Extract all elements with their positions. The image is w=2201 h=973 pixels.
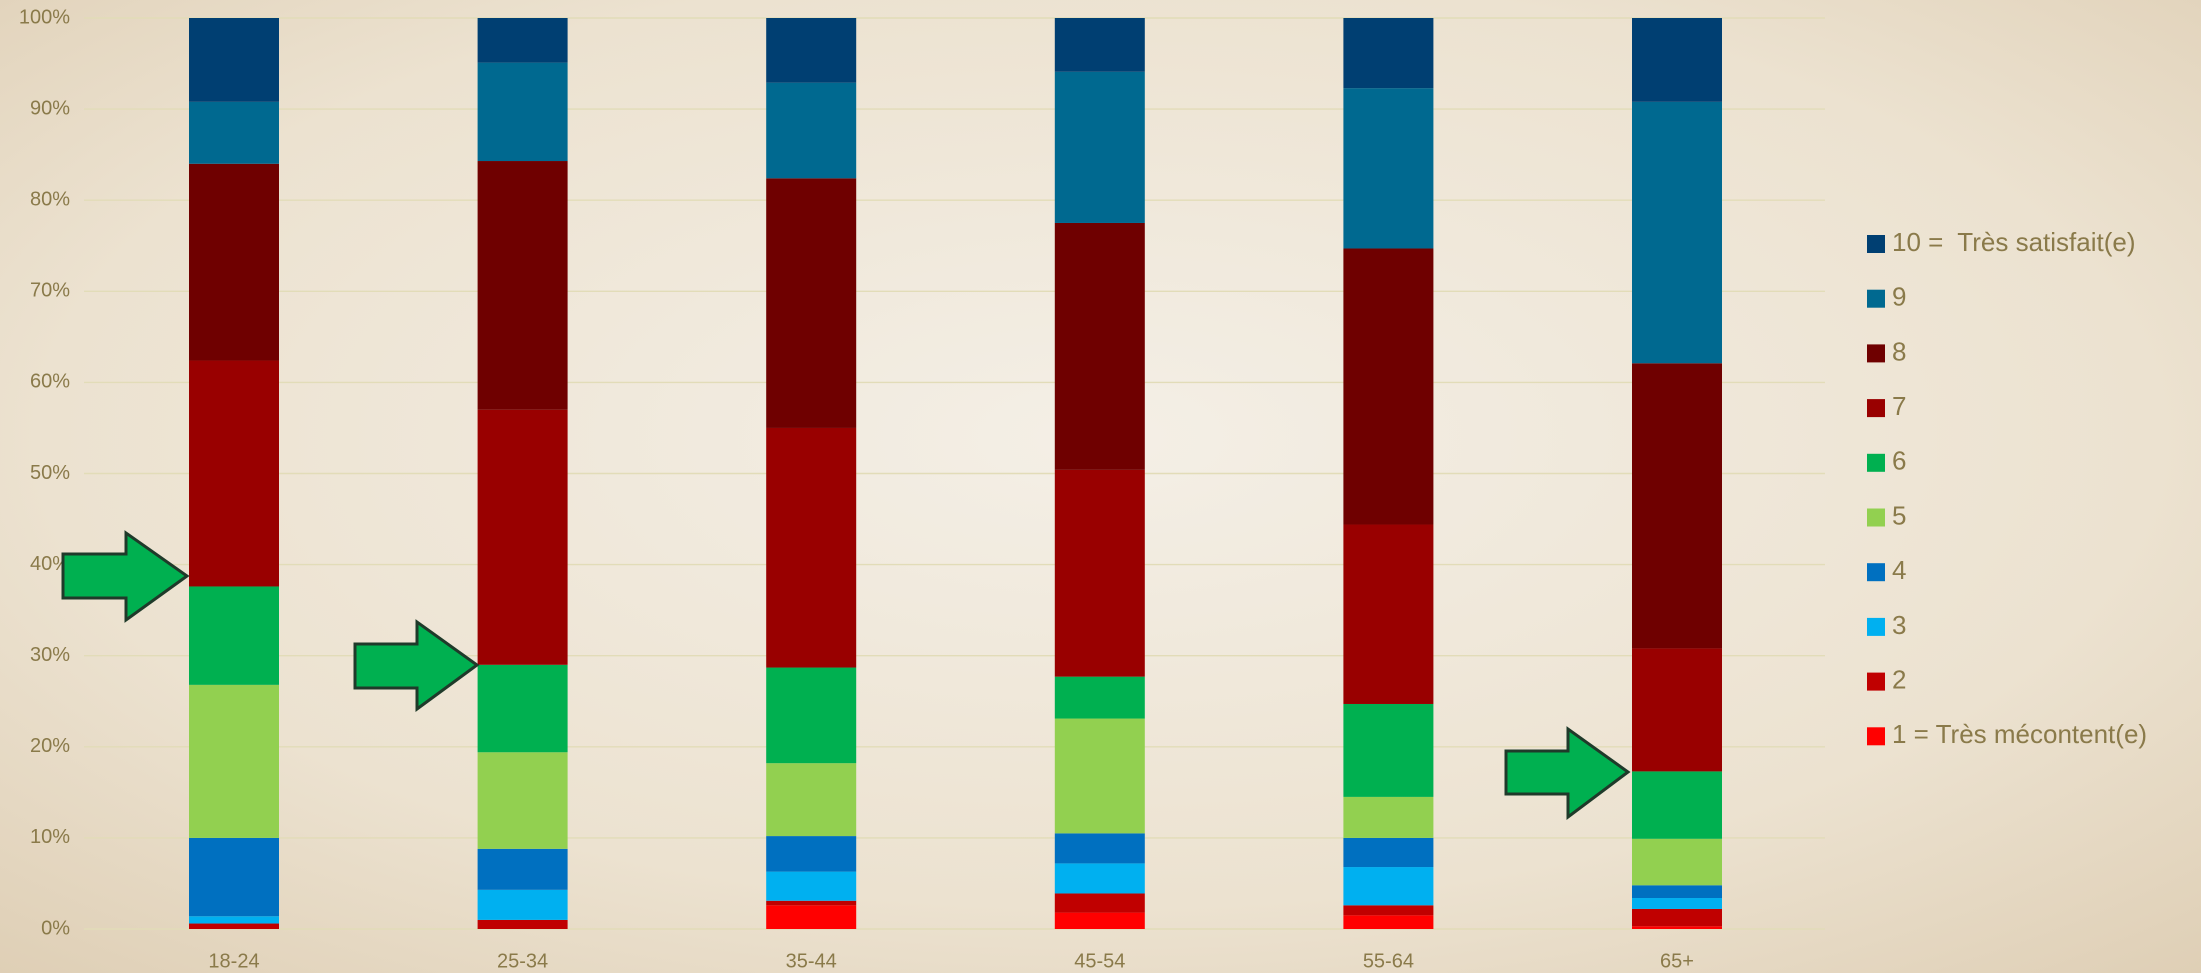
bar-segment [1343,248,1433,524]
bar-segment [1632,363,1722,648]
bar-segment [1343,525,1433,704]
y-tick-label: 50% [30,462,70,484]
bar-segment [1055,719,1145,834]
y-tick-label: 0% [41,917,70,939]
bar-segment [766,872,856,901]
legend-swatch [1867,290,1885,308]
bar-segment [1632,18,1722,102]
bar-segment [478,665,568,752]
y-tick-label: 60% [30,371,70,393]
y-tick-label: 30% [30,644,70,666]
x-tick-label: 35-44 [786,950,837,972]
bar-segment [1343,838,1433,867]
bar-segment [1055,470,1145,677]
bar-segment [478,920,568,929]
bar-segment [766,83,856,179]
bar-segment [478,63,568,161]
bar-segment [1343,915,1433,929]
x-tick-label: 55-64 [1363,950,1414,972]
bar-segment [189,838,279,916]
bar-segment [189,924,279,929]
legend-swatch [1867,673,1885,691]
legend-label: 8 [1892,336,1906,366]
bar-segment [1632,885,1722,898]
legend-swatch [1867,727,1885,745]
bar-segment [1632,909,1722,926]
bar-segment [1632,648,1722,771]
x-tick-label: 18-24 [208,950,259,972]
bar-segment [1632,898,1722,909]
bar-segment [1055,833,1145,863]
bar-segment [766,836,856,872]
legend-swatch [1867,344,1885,362]
bar-segment [1055,677,1145,719]
bar-segment [189,102,279,164]
legend-swatch [1867,454,1885,472]
legend-label: 5 [1892,500,1906,530]
bar-segment [766,18,856,83]
bar-segment [1343,18,1433,88]
legend-label: 9 [1892,282,1906,312]
x-tick-label: 25-34 [497,950,548,972]
legend-swatch [1867,618,1885,636]
legend-label: 6 [1892,446,1906,476]
legend-label: 1 = Très mécontent(e) [1892,719,2147,749]
bar-segment [1632,771,1722,838]
legend-label: 3 [1892,610,1906,640]
bar-segment [766,763,856,836]
bar-segment [478,752,568,849]
bar-segment [478,849,568,890]
legend-swatch [1867,399,1885,417]
y-tick-label: 100% [19,6,70,28]
y-tick-label: 90% [30,97,70,119]
y-tick-label: 20% [30,735,70,757]
bar-segment [766,901,856,906]
bar-segment [1055,913,1145,929]
bar-segment [1343,797,1433,838]
bar-segment [1055,223,1145,470]
legend-swatch [1867,235,1885,253]
bar-segment [189,164,279,361]
legend-swatch [1867,509,1885,527]
bar-segment [766,905,856,929]
bar-segment [189,586,279,684]
bar-segment [766,178,856,428]
bar-segment [1055,893,1145,912]
bar-segment [766,668,856,764]
bar-segment [189,685,279,838]
bar-segment [1343,704,1433,797]
bar-segment [1343,905,1433,915]
bar-segment [1055,72,1145,223]
legend-label: 10 = Très satisfait(e) [1892,227,2135,257]
bar-segment [1055,18,1145,72]
bar-segment [1343,88,1433,248]
bar-segment [766,428,856,668]
legend-swatch [1867,563,1885,581]
legend-label: 4 [1892,555,1906,585]
bar-segment [1055,863,1145,893]
legend-label: 7 [1892,391,1906,421]
bar-segment [189,361,279,587]
bar-segment [478,18,568,63]
x-tick-label: 65+ [1660,950,1694,972]
bar-segment [478,161,568,410]
y-tick-label: 80% [30,188,70,210]
bar-segment [1632,926,1722,929]
y-tick-label: 70% [30,280,70,302]
page: 0%10%20%30%40%50%60%70%80%90%100%18-2425… [0,0,2201,973]
bar-segment [189,916,279,923]
bar-segment [478,410,568,665]
bar-segment [1343,867,1433,905]
x-tick-label: 45-54 [1074,950,1125,972]
bar-segment [1632,102,1722,363]
bar-segment [478,890,568,920]
bar-segment [189,18,279,102]
chart: 0%10%20%30%40%50%60%70%80%90%100%18-2425… [0,0,2201,973]
y-tick-label: 10% [30,826,70,848]
legend-label: 2 [1892,664,1906,694]
bar-segment [1632,839,1722,885]
